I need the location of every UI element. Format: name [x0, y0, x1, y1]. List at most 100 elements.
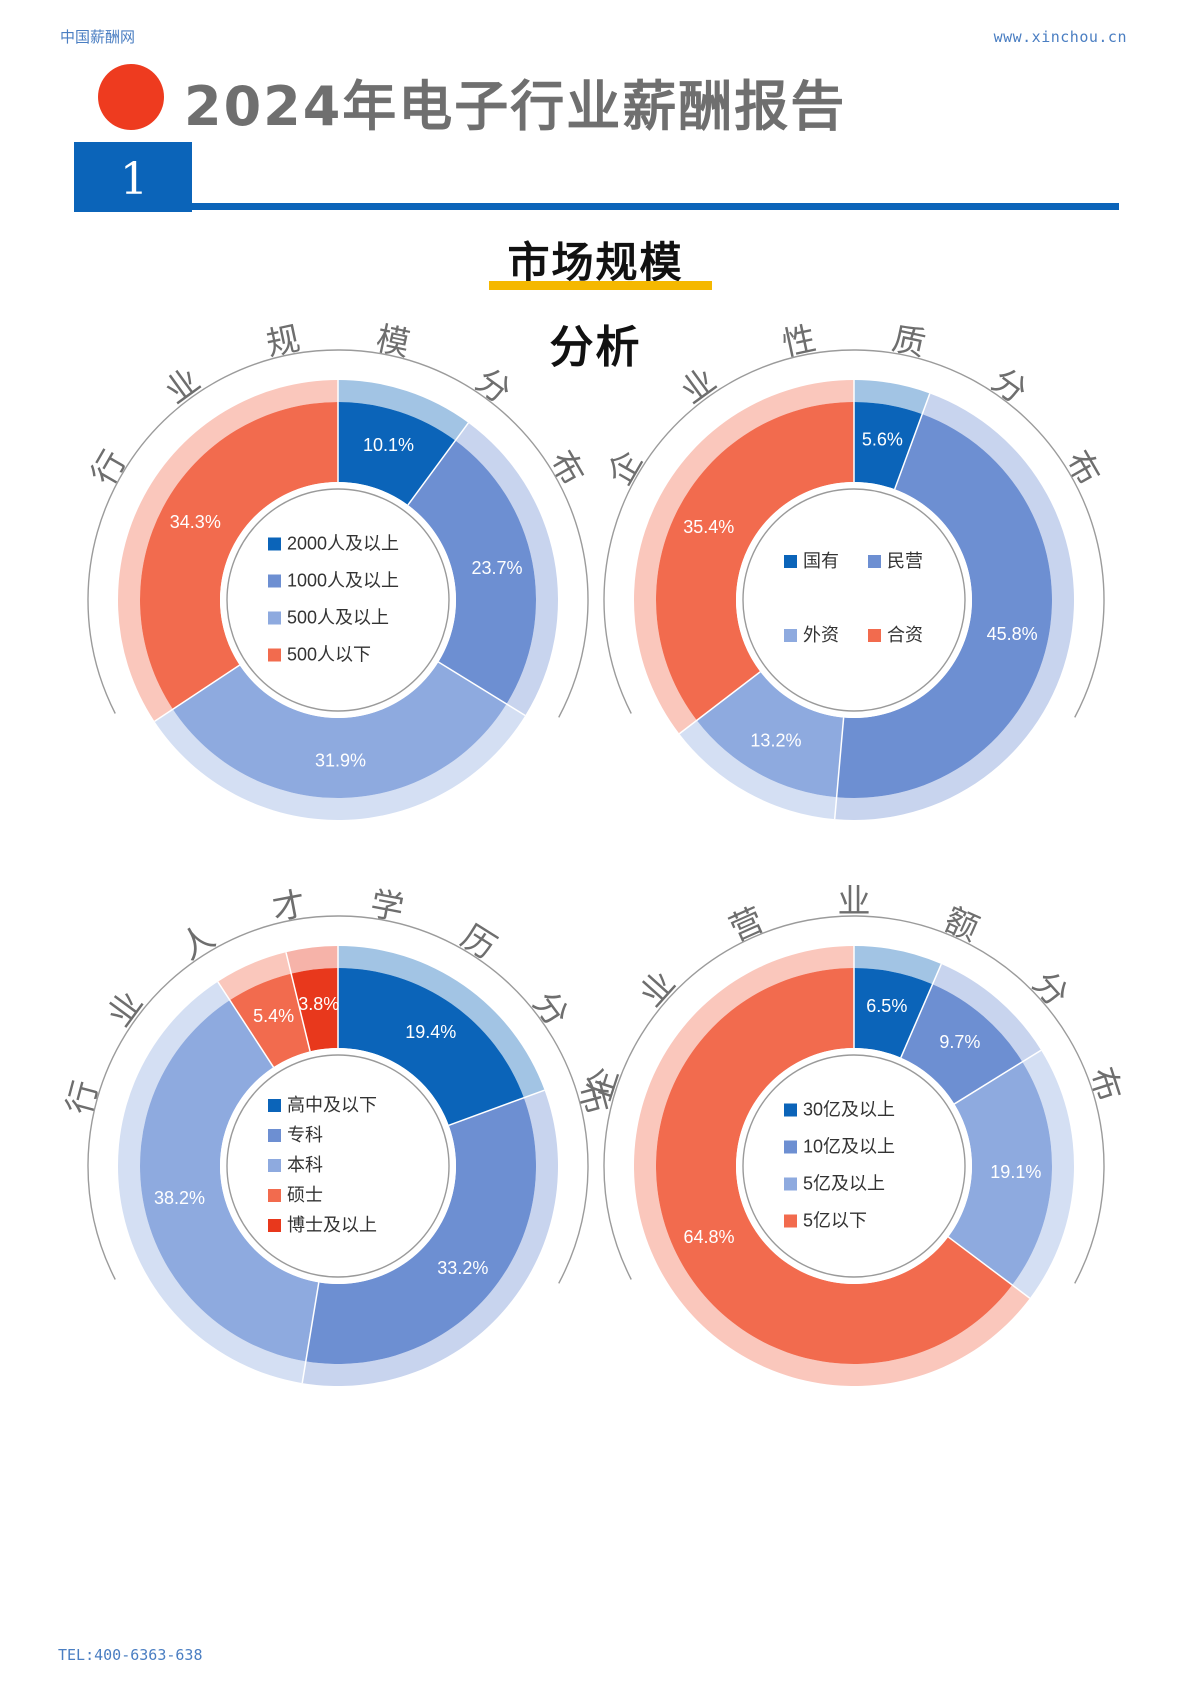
legend-label: 高中及以下 [287, 1095, 377, 1115]
legend-label: 博士及以上 [287, 1215, 377, 1235]
chart-title-char: 性 [779, 319, 819, 362]
chart-title-char: 布 [1083, 1063, 1128, 1106]
slice-separator [217, 981, 275, 1068]
legend-swatch [268, 1189, 281, 1202]
chart-title-char: 行 [84, 444, 133, 491]
halo-slice [302, 1090, 558, 1386]
footer-tel: TEL:400-6363-638 [58, 1646, 203, 1664]
legend-swatch [784, 1140, 797, 1154]
legend-label: 民营 [887, 551, 923, 571]
chart-title-char: 分 [526, 985, 575, 1034]
chart-title-char: 营 [724, 900, 769, 947]
legend-swatch [268, 537, 281, 551]
chart-title-char: 学 [368, 885, 407, 927]
chart-title-char: 业 [838, 883, 871, 920]
legend-label: 国有 [803, 551, 839, 571]
legend-label: 硕士 [287, 1185, 323, 1205]
chart-title-char: 企 [600, 444, 649, 491]
document-title: 2024年电子行业薪酬报告 [184, 75, 847, 138]
data-label: 5.6% [862, 429, 903, 449]
slice-separator [893, 393, 931, 490]
pie-slice [139, 402, 338, 710]
halo-slice [932, 964, 1042, 1062]
pie-slice [656, 968, 1013, 1364]
halo-slice [854, 379, 930, 415]
chapter-divider [192, 203, 1119, 210]
halo-slice [117, 379, 338, 722]
decorative-arc [603, 349, 1105, 718]
chart-title-char: 额 [939, 900, 984, 947]
donut-hole [736, 482, 972, 718]
legend-swatch [784, 555, 797, 568]
legend-swatch [268, 1159, 281, 1172]
inner-ring [742, 1054, 966, 1278]
data-label: 45.8% [987, 624, 1038, 644]
decorative-arc [87, 349, 589, 718]
legend: 2000人及以上 1000人及以上 500人及以上 500人以下 [268, 533, 399, 664]
legend-swatch [268, 574, 281, 588]
decorative-arc [87, 915, 589, 1284]
data-label: 35.4% [683, 517, 734, 537]
chart-title-char: 布 [1059, 444, 1108, 491]
legend-swatch [268, 1219, 281, 1232]
section-title-line2: 分析 [549, 322, 642, 373]
decorative-arc [603, 915, 1105, 1284]
legend-label: 500人及以上 [287, 607, 389, 627]
legend-swatch [268, 648, 281, 662]
data-label: 19.4% [405, 1022, 456, 1042]
halo-slice [679, 720, 837, 820]
chart-title-char: 业 [100, 985, 149, 1034]
slice-separator [301, 1282, 320, 1384]
legend-swatch [268, 1099, 281, 1112]
halo-slice [154, 703, 526, 821]
halo-slice [455, 422, 558, 716]
chart-title-char: 才 [269, 885, 308, 927]
pie-slice [696, 671, 844, 798]
slice-separator [900, 963, 942, 1058]
slice-separator [154, 664, 240, 722]
halo-slice [117, 981, 306, 1384]
chart-title-char: 规 [263, 319, 303, 362]
chart-title-char: 业 [674, 361, 722, 410]
inner-ring [226, 1054, 450, 1278]
slice-separator [448, 1089, 545, 1127]
chart-1: 行业 规 模分布 10.1% 23.7% 31.9% 34.3% 2000人及以上 1000人及… [84, 319, 592, 821]
pie-slice [407, 440, 537, 704]
slice-separator [438, 661, 526, 717]
slice-separator [953, 1049, 1042, 1105]
pie-slice [656, 402, 854, 721]
halo-slice [285, 946, 338, 974]
legend-label: 5亿及以上 [803, 1173, 885, 1193]
chapter-badge: 1 [74, 142, 192, 212]
legend-label: 本科 [287, 1155, 323, 1175]
halo-slice [854, 946, 942, 985]
pie-slice [305, 1097, 536, 1364]
legend-label: 外资 [803, 625, 839, 645]
data-label: 3.8% [298, 994, 339, 1014]
chart-title-char: 业 [632, 964, 682, 1013]
data-label: 34.3% [170, 512, 221, 532]
pie-slice [229, 973, 311, 1068]
legend-label: 10亿及以上 [803, 1136, 895, 1156]
legend-label: 30亿及以上 [803, 1099, 895, 1119]
legend-swatch [268, 611, 281, 625]
data-label: 33.2% [437, 1258, 488, 1278]
chart-4: 企业营业额分布6.5%9.7%19.1%64.8%30亿及以上10亿及以上5亿及… [579, 883, 1129, 1386]
chart-title-char: 历 [455, 917, 503, 966]
legend-label: 2000人及以上 [287, 533, 399, 553]
chart-title-char: 业 [158, 361, 206, 410]
data-label: 38.2% [154, 1188, 205, 1208]
data-label: 31.9% [315, 751, 366, 771]
data-label: 13.2% [750, 731, 801, 751]
halo-slice [1012, 1050, 1074, 1299]
site-name: 中国薪酬网 [60, 28, 136, 46]
inner-ring [742, 488, 966, 712]
data-label: 23.7% [472, 558, 523, 578]
legend-swatch [784, 1214, 797, 1228]
legend-label: 合资 [887, 625, 923, 645]
legend: 30亿及以上 10亿及以上 5亿及以上 5亿以下 [784, 1099, 895, 1230]
site-url[interactable]: www.xinchou.cn [993, 28, 1127, 46]
